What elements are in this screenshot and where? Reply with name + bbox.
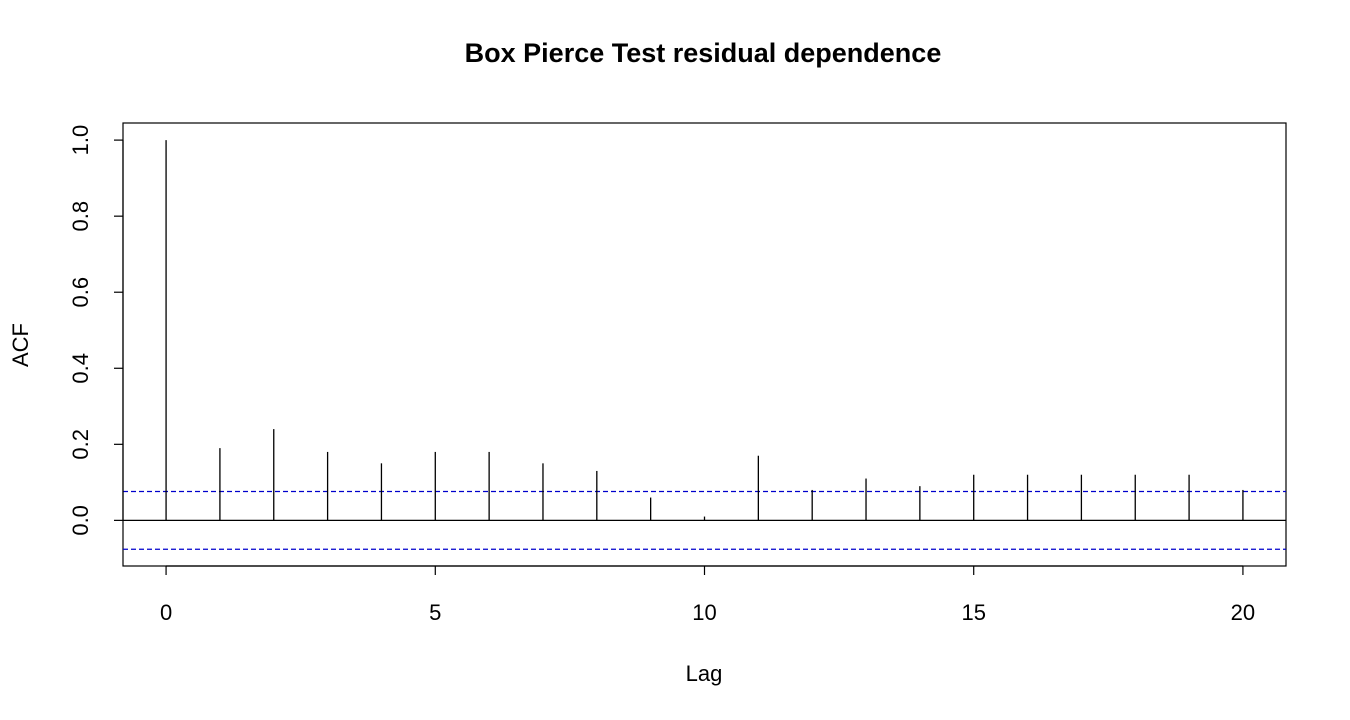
y-tick-label-0.6: 0.6	[68, 277, 93, 308]
x-tick-label-5: 5	[429, 600, 441, 625]
plot-frame	[122, 122, 1287, 567]
x-tick-label-0: 0	[160, 600, 172, 625]
y-tick-label-0.2: 0.2	[68, 429, 93, 460]
y-tick-label-1.0: 1.0	[68, 125, 93, 156]
x-tick-label-20: 20	[1231, 600, 1255, 625]
y-tick-label-0.8: 0.8	[68, 201, 93, 232]
x-tick-label-15: 15	[961, 600, 985, 625]
chart-title: Box Pierce Test residual dependence	[465, 38, 942, 68]
y-axis-label: ACF	[8, 323, 33, 367]
y-tick-label-0.0: 0.0	[68, 505, 93, 536]
x-axis-label: Lag	[686, 661, 723, 686]
y-tick-label-0.4: 0.4	[68, 353, 93, 384]
x-tick-label-10: 10	[692, 600, 716, 625]
